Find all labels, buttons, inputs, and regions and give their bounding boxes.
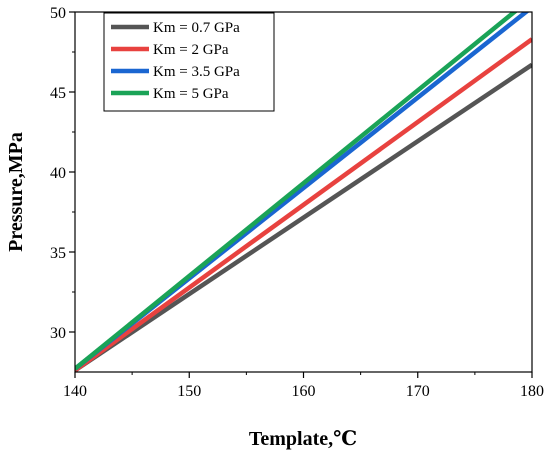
y-tick-label-0: 30 [50, 325, 66, 342]
legend-label-0: Km = 0.7 GPa [153, 20, 240, 36]
legend: Km = 0.7 GPa Km = 2 GPa Km = 3.5 GPa Km = 5… [103, 12, 275, 112]
series-line-3 [75, 12, 518, 371]
legend-label-1: Km = 2 GPa [153, 42, 229, 58]
x-axis-title: Template,℃ [249, 428, 357, 450]
y-tick-label-1: 35 [50, 245, 66, 262]
y-tick-label-4: 50 [50, 5, 66, 22]
x-tick-label-2: 160 [292, 383, 316, 400]
x-tick-label-1: 150 [177, 383, 201, 400]
x-axis-ticks: 140 150 160 170 180 [63, 372, 544, 400]
y-tick-label-2: 40 [50, 165, 66, 182]
legend-label-2: Km = 3.5 GPa [153, 64, 240, 80]
x-tick-label-0: 140 [63, 383, 87, 400]
series-layer [75, 12, 532, 372]
x-tick-label-4: 180 [520, 383, 544, 400]
x-tick-label-3: 170 [406, 383, 430, 400]
y-axis-title: Pressure,MPa [5, 132, 27, 252]
y-tick-label-3: 45 [50, 85, 66, 102]
series-line-0 [75, 62, 532, 372]
y-axis-ticks: 30 35 40 45 50 [50, 5, 75, 342]
series-line-1 [75, 37, 532, 372]
legend-label-3: Km = 5 GPa [153, 86, 229, 102]
